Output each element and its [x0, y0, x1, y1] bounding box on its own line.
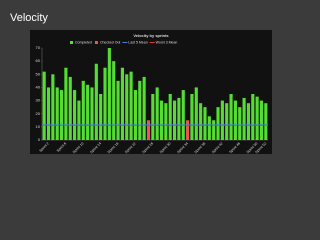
bar	[255, 96, 259, 140]
bar	[190, 94, 194, 140]
bar	[186, 120, 190, 140]
bar	[103, 67, 107, 140]
bar	[125, 74, 129, 140]
y-tick-label: 0	[38, 137, 41, 142]
bar	[51, 74, 55, 140]
bar	[73, 90, 77, 140]
bar	[164, 103, 168, 140]
legend-label: Completed	[75, 41, 92, 45]
y-tick-label: 40	[36, 84, 41, 89]
bar	[181, 90, 185, 140]
bar	[138, 80, 142, 140]
bar	[242, 97, 246, 140]
bar	[199, 103, 203, 140]
bar	[99, 94, 103, 140]
bar	[216, 107, 220, 140]
bar	[120, 67, 124, 140]
bar	[155, 87, 159, 140]
bar	[251, 94, 255, 140]
bar	[151, 94, 155, 140]
bar	[259, 100, 264, 140]
bar	[68, 76, 72, 140]
bar	[168, 94, 172, 140]
y-tick-label: 30	[36, 98, 41, 103]
y-tick-label: 10	[36, 124, 41, 129]
bar	[212, 120, 216, 140]
bar	[133, 90, 138, 140]
bar	[64, 67, 68, 140]
bar	[77, 100, 81, 140]
bar	[59, 90, 64, 140]
bar	[94, 63, 98, 141]
x-tick-label: Sprint 2	[39, 141, 50, 152]
page: Velocity Velocity by sprints Completed Ch…	[10, 11, 272, 155]
x-tick-label: Sprint 6	[56, 141, 67, 152]
bar	[159, 100, 164, 140]
bar	[203, 107, 207, 140]
screen: Velocity Velocity by sprints Completed Ch…	[10, 12, 272, 154]
bar	[116, 80, 120, 140]
legend-label: Last 5 Mean	[128, 41, 147, 45]
bar	[46, 87, 51, 140]
chart-title: Velocity by sprints	[133, 33, 169, 38]
bar	[225, 103, 229, 140]
bar	[81, 80, 85, 140]
bar	[172, 100, 177, 140]
bar	[233, 100, 237, 140]
bar	[55, 87, 59, 140]
bar	[90, 87, 94, 140]
bar	[238, 107, 242, 140]
y-tick-label: 50	[36, 71, 41, 76]
bar	[112, 61, 116, 141]
bar	[246, 103, 251, 140]
y-tick-label: 60	[36, 58, 41, 63]
bar	[264, 103, 268, 140]
bar	[207, 116, 211, 140]
bar	[177, 97, 181, 140]
bar	[194, 87, 198, 140]
y-tick-label: 70	[36, 45, 41, 50]
y-tick-label: 20	[36, 111, 41, 116]
legend-label: Worst 3 Mean	[156, 41, 178, 45]
bar	[142, 76, 146, 140]
legend-swatch	[70, 41, 73, 44]
bar	[129, 71, 133, 140]
bar	[86, 84, 90, 140]
bar	[107, 48, 111, 140]
bar	[42, 71, 46, 140]
bar	[229, 94, 233, 140]
bar	[220, 100, 224, 140]
legend-swatch	[94, 41, 98, 44]
legend-label: Checked Out	[100, 41, 120, 45]
bar	[146, 120, 151, 140]
page-title: Velocity	[10, 12, 48, 24]
